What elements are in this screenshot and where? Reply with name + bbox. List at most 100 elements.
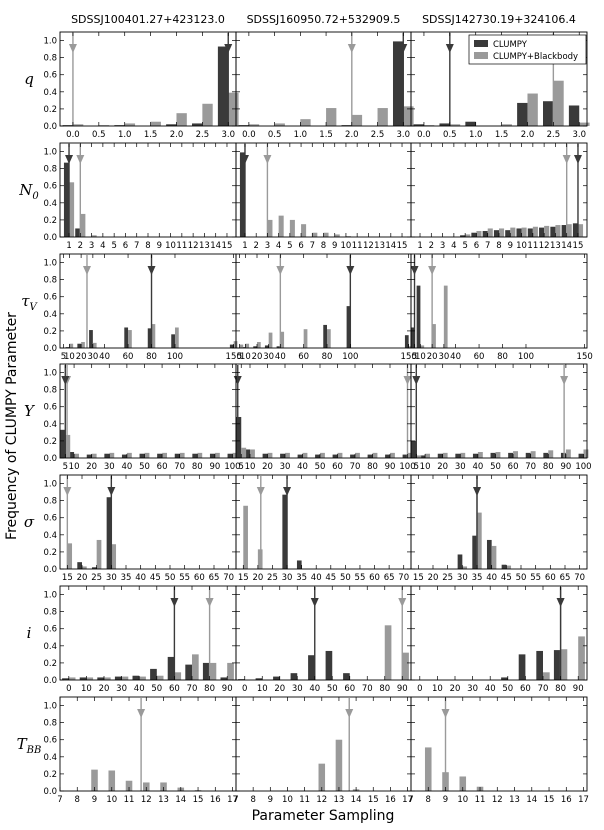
bar-clumpy-blackbody xyxy=(214,452,220,458)
x-tick-label: 2 xyxy=(78,241,83,251)
bar-clumpy xyxy=(472,453,478,458)
x-tick-label: 5 xyxy=(462,241,467,251)
x-tick-label: 70 xyxy=(187,684,198,694)
x-tick-label: 20 xyxy=(86,462,97,472)
x-tick-label: 40 xyxy=(135,573,146,583)
x-tick-label: 60 xyxy=(508,462,519,472)
bar-clumpy xyxy=(60,429,66,458)
x-tick-label: 50 xyxy=(151,684,162,694)
bar-clumpy-blackbody xyxy=(583,449,589,458)
bar-clumpy xyxy=(62,678,69,680)
bar-clumpy xyxy=(280,453,285,458)
bar-clumpy xyxy=(505,230,511,237)
marker-clumpy-blackbody-arrowhead xyxy=(562,155,571,164)
row-label-i: i xyxy=(27,624,32,642)
bar-clumpy xyxy=(518,654,526,680)
x-tick-label: 65 xyxy=(384,573,395,583)
marker-clumpy-arrowhead xyxy=(573,155,582,164)
legend-label-clumpy-blackbody: CLUMPY+Blackbody xyxy=(493,52,578,62)
marker-clumpy-arrowhead xyxy=(399,44,408,53)
bar-clumpy xyxy=(457,554,463,569)
bar-clumpy xyxy=(253,346,257,348)
x-tick-label: 11 xyxy=(527,241,538,251)
panel-frame xyxy=(59,363,237,459)
bar-clumpy xyxy=(402,454,408,458)
bar-clumpy xyxy=(490,452,496,458)
bar-clumpy-blackbody xyxy=(126,452,132,458)
x-tick-label: 90 xyxy=(397,684,408,694)
bar-clumpy-blackbody xyxy=(124,123,136,126)
bar-clumpy-blackbody xyxy=(160,782,167,791)
x-tick-label: 15 xyxy=(222,241,233,251)
panel-i-col1: 0 10 20 30 40 50 60 70 80 90 xyxy=(59,585,237,694)
bar-clumpy-blackbody xyxy=(510,227,516,237)
x-tick-label: 50 xyxy=(165,573,176,583)
bar-clumpy-blackbody xyxy=(301,224,307,237)
bar-clumpy xyxy=(121,454,127,458)
bar-clumpy xyxy=(550,226,556,237)
x-tick-label: 30 xyxy=(116,684,127,694)
panel-TBB-col2: 7 8 9 10 11 12 13 14 15 16 17 xyxy=(233,696,413,805)
x-tick-label: 1.0 xyxy=(469,130,483,140)
bar-clumpy xyxy=(171,334,175,348)
bar-clumpy-blackbody xyxy=(460,452,466,458)
legend-label-clumpy: CLUMPY xyxy=(493,40,528,50)
bar-clumpy xyxy=(367,454,373,458)
bar-clumpy xyxy=(561,225,567,237)
y-tick-label: 0.2 xyxy=(43,437,57,447)
x-tick-label: 12 xyxy=(141,795,152,805)
x-tick-label: 90 xyxy=(560,462,571,472)
bar-clumpy xyxy=(79,677,87,680)
bar-clumpy-blackbody xyxy=(241,447,247,458)
bar-clumpy xyxy=(517,102,528,126)
bar-clumpy xyxy=(276,346,281,348)
marker-clumpy-blackbody-arrowhead xyxy=(82,266,91,275)
bar-clumpy-blackbody xyxy=(121,676,129,680)
bar-clumpy xyxy=(527,228,533,237)
x-tick-label: 20 xyxy=(428,573,439,583)
bar-clumpy-blackbody xyxy=(68,677,76,680)
bar-clumpy-blackbody xyxy=(179,452,185,458)
x-tick-label: 13 xyxy=(374,241,385,251)
marker-clumpy-arrowhead xyxy=(445,44,454,53)
x-tick-label: 4 xyxy=(276,241,281,251)
bar-clumpy xyxy=(297,454,303,458)
x-tick-label: 2.0 xyxy=(345,130,359,140)
bar-clumpy-blackbody xyxy=(495,452,501,458)
bar-clumpy-blackbody xyxy=(150,121,161,126)
x-tick-label: 80 xyxy=(192,462,203,472)
x-tick-label: 80 xyxy=(367,462,378,472)
x-tick-label: 0.0 xyxy=(242,130,256,140)
x-tick-label: 60 xyxy=(157,462,168,472)
x-tick-label: 13 xyxy=(199,241,210,251)
x-tick-label: 40 xyxy=(485,684,496,694)
x-tick-label: 50 xyxy=(315,462,326,472)
x-tick-label: 30 xyxy=(292,684,303,694)
bar-clumpy xyxy=(114,676,122,680)
bar-clumpy-blackbody xyxy=(334,234,340,237)
row-label-subscript: BB xyxy=(26,745,42,756)
bar-clumpy-blackbody xyxy=(390,452,395,458)
x-tick-label: 8 xyxy=(496,241,501,251)
x-tick-label: 11 xyxy=(475,795,486,805)
x-tick-label: 9 xyxy=(332,241,337,251)
bar-clumpy-blackbody xyxy=(420,345,425,348)
marker-clumpy-blackbody-arrowhead xyxy=(560,376,569,385)
bar-clumpy-blackbody xyxy=(477,452,483,458)
bar-clumpy-blackbody xyxy=(278,215,284,237)
bar-clumpy-blackbody xyxy=(197,452,203,458)
bar-clumpy-blackbody xyxy=(91,453,97,458)
bar-clumpy-blackbody xyxy=(578,636,585,680)
x-tick-label: 0.0 xyxy=(66,130,80,140)
x-tick-label: 10 xyxy=(165,241,176,251)
x-tick-label: 60 xyxy=(298,352,309,362)
panel-frame xyxy=(235,142,412,238)
bar-clumpy-blackbody xyxy=(407,452,413,458)
x-tick-label: 16 xyxy=(385,795,396,805)
bar-clumpy xyxy=(245,449,250,458)
bar-clumpy-blackbody xyxy=(80,213,86,237)
bar-clumpy-blackbody xyxy=(351,114,363,126)
bar-clumpy xyxy=(411,440,417,458)
bar-clumpy-blackbody xyxy=(250,449,255,458)
bar-clumpy-blackbody xyxy=(402,652,409,680)
